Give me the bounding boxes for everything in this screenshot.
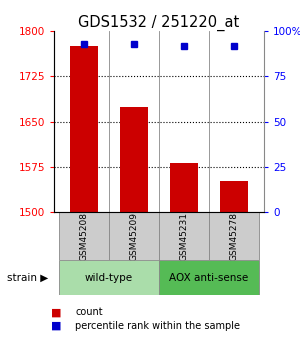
Text: percentile rank within the sample: percentile rank within the sample <box>75 321 240 331</box>
Text: strain ▶: strain ▶ <box>7 273 48 283</box>
Bar <box>159 212 209 260</box>
Bar <box>109 212 159 260</box>
Bar <box>170 162 198 212</box>
Text: ■: ■ <box>51 307 62 317</box>
Bar <box>159 260 259 295</box>
Text: GSM45209: GSM45209 <box>130 212 139 261</box>
Bar <box>59 212 109 260</box>
Bar <box>59 260 159 295</box>
Bar <box>120 107 148 212</box>
Text: wild-type: wild-type <box>85 273 133 283</box>
Bar <box>209 212 259 260</box>
Text: ■: ■ <box>51 321 62 331</box>
Bar <box>220 181 248 212</box>
Text: GSM45208: GSM45208 <box>80 212 88 261</box>
Text: AOX anti-sense: AOX anti-sense <box>169 273 249 283</box>
Text: GSM45231: GSM45231 <box>179 212 188 261</box>
Title: GDS1532 / 251220_at: GDS1532 / 251220_at <box>78 15 240 31</box>
Bar <box>70 46 98 212</box>
Text: GSM45278: GSM45278 <box>230 212 238 261</box>
Text: count: count <box>75 307 103 317</box>
